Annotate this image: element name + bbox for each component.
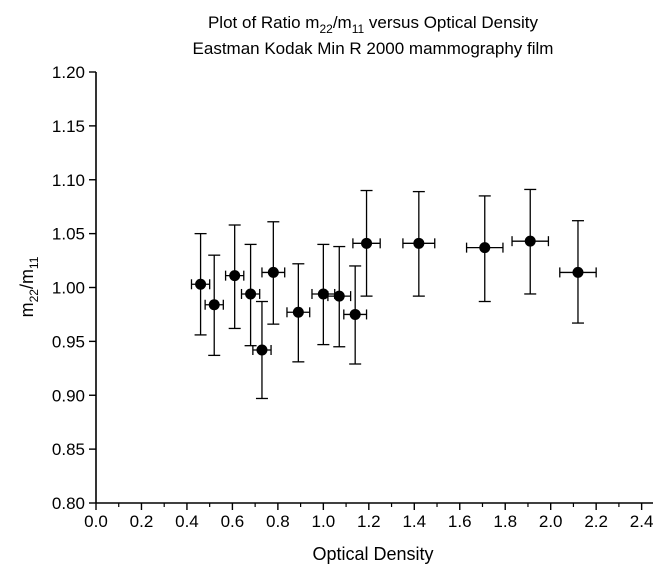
data-marker bbox=[413, 237, 425, 249]
data-marker bbox=[256, 344, 268, 356]
data-marker bbox=[317, 288, 329, 300]
data-point bbox=[224, 224, 245, 330]
x-tick-label: 1.0 bbox=[312, 512, 336, 531]
y-tick-label: 0.85 bbox=[52, 440, 85, 459]
chart-title: Plot of Ratio m22/m11 versus Optical Den… bbox=[208, 13, 539, 36]
data-marker bbox=[208, 299, 220, 311]
y-tick-label: 1.10 bbox=[52, 171, 85, 190]
x-tick-label: 0.0 bbox=[84, 512, 108, 531]
x-tick-label: 1.6 bbox=[448, 512, 472, 531]
x-tick-label: 1.4 bbox=[402, 512, 426, 531]
data-point bbox=[261, 221, 286, 325]
data-marker bbox=[333, 290, 345, 302]
data-marker bbox=[292, 306, 304, 318]
data-marker bbox=[572, 266, 584, 278]
data-marker bbox=[245, 288, 257, 300]
data-point bbox=[204, 254, 224, 357]
data-marker bbox=[229, 270, 241, 282]
data-marker bbox=[361, 237, 373, 249]
x-tick-label: 0.4 bbox=[175, 512, 199, 531]
data-marker bbox=[195, 278, 207, 290]
y-ticks: 0.80 0.85 0.90 0.95 1.00 1.05 1.10 1.15 1.20 bbox=[52, 63, 96, 513]
data-point bbox=[352, 189, 381, 297]
y-tick-label: 0.95 bbox=[52, 332, 85, 351]
data-points bbox=[190, 188, 597, 400]
y-tick-label: 0.80 bbox=[52, 494, 85, 513]
x-tick-label: 0.6 bbox=[221, 512, 245, 531]
data-marker bbox=[267, 266, 279, 278]
x-ticks: 0.0 0.2 0.4 0.6 0.8 1.0 1.2 1.4 1.6 1.8 2.0 2.2 2.4 bbox=[84, 503, 653, 531]
data-point bbox=[252, 300, 272, 400]
data-marker bbox=[524, 235, 536, 247]
y-tick-label: 0.90 bbox=[52, 386, 85, 405]
x-tick-label: 1.8 bbox=[493, 512, 517, 531]
x-tick-label: 2.2 bbox=[584, 512, 608, 531]
x-tick-label: 2.4 bbox=[630, 512, 654, 531]
chart-subtitle: Eastman Kodak Min R 2000 mammography fil… bbox=[193, 39, 554, 58]
y-axis-label: m22/m11 bbox=[17, 256, 41, 317]
y-tick-label: 1.00 bbox=[52, 279, 85, 298]
data-point bbox=[286, 263, 311, 363]
data-point bbox=[190, 232, 211, 336]
x-tick-label: 2.0 bbox=[539, 512, 563, 531]
data-marker bbox=[349, 308, 361, 320]
y-tick-label: 1.05 bbox=[52, 225, 85, 244]
data-point bbox=[311, 243, 336, 346]
data-point bbox=[343, 265, 368, 365]
data-point bbox=[240, 243, 261, 347]
x-axis-label: Optical Density bbox=[312, 544, 433, 564]
data-point bbox=[465, 195, 504, 303]
y-tick-label: 1.20 bbox=[52, 63, 85, 82]
x-tick-label: 0.2 bbox=[130, 512, 154, 531]
data-point bbox=[402, 190, 436, 297]
y-tick-label: 1.15 bbox=[52, 117, 85, 136]
x-tick-label: 1.2 bbox=[357, 512, 381, 531]
data-point bbox=[559, 220, 597, 324]
plot-area: 0.0 0.2 0.4 0.6 0.8 1.0 1.2 1.4 1.6 1.8 2.0 2.2 2.4 … bbox=[52, 63, 654, 531]
data-point bbox=[511, 188, 550, 295]
x-tick-label: 0.8 bbox=[266, 512, 290, 531]
data-point bbox=[327, 245, 352, 348]
data-marker bbox=[479, 242, 491, 254]
